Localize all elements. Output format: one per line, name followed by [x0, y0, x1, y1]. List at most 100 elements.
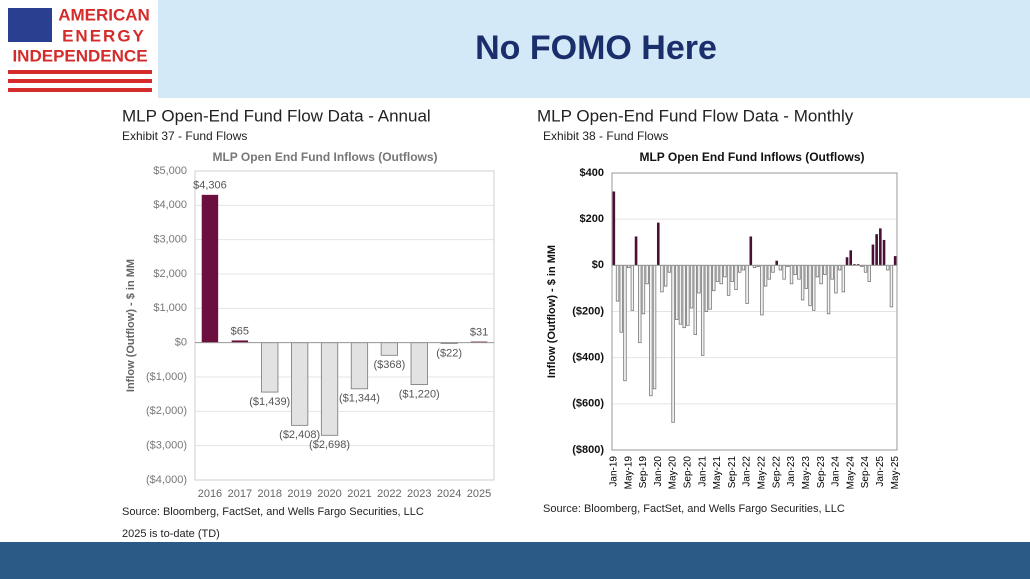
- y-axis-label: Inflow (Outflow) - $ in MM: [125, 259, 137, 392]
- bar: [726, 264, 731, 296]
- y-tick-label: ($2,000): [146, 405, 187, 417]
- x-tick-label: Jan-20: [653, 456, 664, 487]
- bar: [863, 264, 868, 273]
- bar: [775, 260, 779, 266]
- data-label: ($2,408): [279, 429, 320, 441]
- bar: [886, 264, 890, 271]
- bar: [660, 264, 664, 293]
- x-tick-label: 2025: [467, 488, 491, 500]
- x-tick-label: Jan-25: [875, 456, 886, 487]
- bar: [261, 342, 279, 393]
- x-tick-label: Jan-22: [742, 456, 753, 487]
- y-tick-label: $5,000: [153, 165, 187, 177]
- x-tick-label: May-19: [623, 456, 634, 490]
- bar: [667, 264, 672, 273]
- bar: [749, 236, 753, 266]
- bar: [708, 264, 712, 310]
- bar: [410, 342, 428, 385]
- bar: [615, 264, 620, 302]
- bar: [671, 264, 675, 423]
- x-tick-label: Sep-24: [860, 456, 871, 489]
- bar: [697, 264, 701, 294]
- bar: [719, 264, 723, 285]
- slide-title: No FOMO Here: [475, 29, 717, 67]
- logo-text: AMERICAN: [58, 5, 150, 24]
- bar: [730, 264, 734, 282]
- bar: [815, 264, 820, 278]
- bar: [819, 264, 823, 285]
- bar: [715, 264, 720, 282]
- x-tick-label: 2017: [228, 488, 252, 500]
- plot-border: [611, 172, 898, 451]
- bar: [856, 264, 860, 266]
- bar: [737, 264, 742, 273]
- plot-border: [194, 170, 495, 481]
- bar: [771, 264, 775, 273]
- bar: [350, 342, 369, 390]
- data-label: $31: [470, 327, 488, 339]
- bar: [871, 244, 875, 266]
- bar: [704, 264, 709, 312]
- bar: [834, 264, 838, 294]
- bar: [767, 264, 772, 280]
- flag-canton: [8, 8, 52, 42]
- bar: [619, 264, 623, 333]
- bar: [678, 264, 683, 325]
- bar: [693, 264, 697, 335]
- bar: [638, 264, 642, 344]
- bar: [853, 264, 856, 266]
- bar: [656, 222, 660, 266]
- chart-heading: MLP Open-End Fund Flow Data - Annual: [122, 106, 431, 125]
- bar: [201, 194, 219, 343]
- y-tick-label: $1,000: [153, 302, 187, 314]
- bar: [808, 264, 812, 307]
- bar: [760, 264, 764, 316]
- x-tick-label: Sep-22: [771, 456, 782, 489]
- x-tick-label: Sep-20: [683, 456, 694, 489]
- bar: [682, 264, 686, 329]
- bar: [763, 264, 768, 287]
- bar: [793, 264, 797, 275]
- bar: [797, 264, 801, 280]
- bar: [849, 250, 853, 266]
- data-label: ($2,698): [309, 439, 350, 451]
- x-tick-label: 2024: [437, 488, 461, 500]
- data-label: ($1,344): [339, 393, 380, 405]
- x-tick-label: Sep-23: [816, 456, 827, 489]
- y-tick-label: $400: [580, 167, 604, 179]
- bar: [623, 264, 627, 382]
- logo-text: INDEPENDENCE: [12, 46, 147, 65]
- bar: [845, 257, 849, 266]
- logo: AMERICAN ENERGY INDEPENDENCE: [8, 5, 152, 92]
- bar: [741, 264, 746, 271]
- bar: [837, 264, 842, 271]
- source-note: 2025 is to-date (TD): [122, 528, 220, 540]
- bar: [700, 264, 705, 356]
- x-tick-label: May-21: [712, 456, 723, 490]
- data-label: $4,306: [193, 180, 227, 192]
- x-tick-label: May-24: [845, 456, 856, 490]
- bar: [612, 191, 616, 266]
- chart-heading: MLP Open-End Fund Flow Data - Monthly: [537, 106, 854, 125]
- x-tick-label: 2020: [317, 488, 341, 500]
- y-tick-label: ($800): [572, 444, 604, 456]
- bar: [826, 264, 831, 315]
- flag-stripe: [8, 79, 152, 83]
- data-label: ($368): [373, 359, 405, 371]
- bar: [380, 342, 398, 356]
- y-tick-label: ($4,000): [146, 474, 187, 486]
- data-label: ($1,220): [399, 388, 440, 400]
- x-tick-label: Jan-19: [608, 456, 619, 487]
- bar: [841, 264, 846, 293]
- bar: [675, 264, 679, 320]
- x-tick-label: Sep-21: [727, 456, 738, 489]
- bar: [778, 264, 783, 271]
- bar: [634, 236, 638, 266]
- x-tick-label: May-23: [801, 456, 812, 490]
- bar: [649, 264, 653, 397]
- x-tick-label: 2023: [407, 488, 431, 500]
- y-tick-label: ($400): [572, 352, 604, 364]
- data-label: $65: [231, 325, 249, 337]
- bar: [893, 256, 897, 266]
